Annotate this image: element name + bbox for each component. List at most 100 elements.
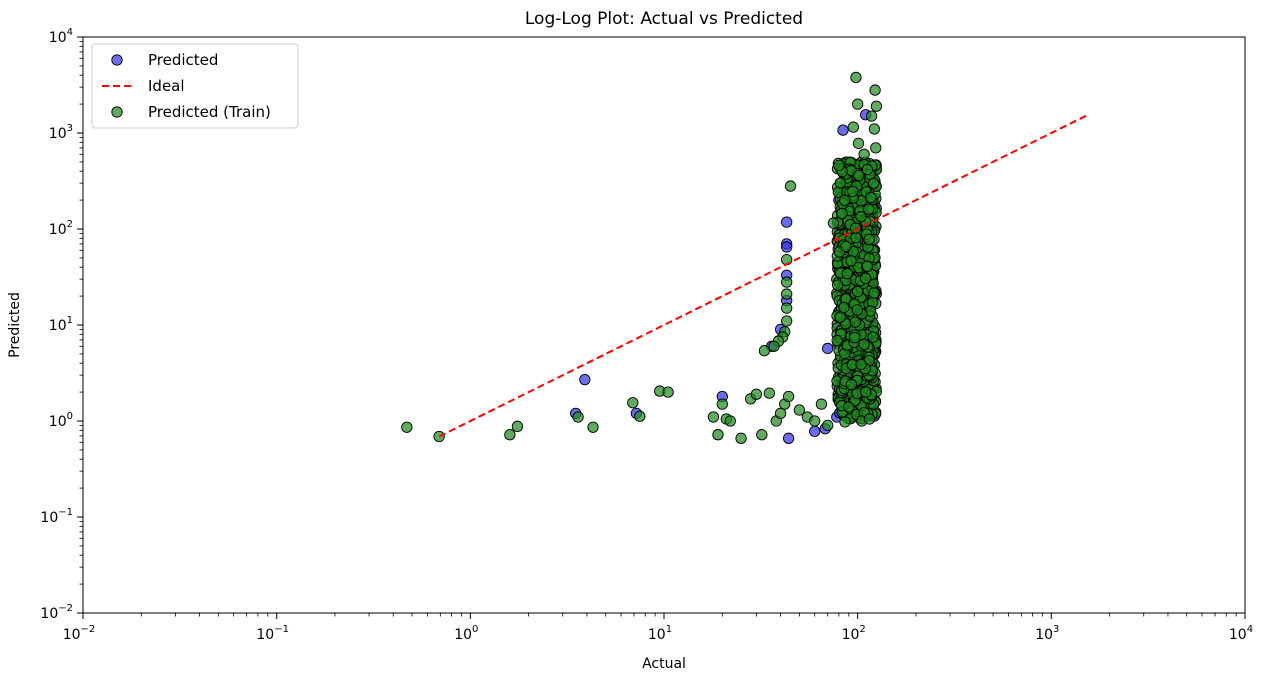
y-tick-label: 103	[49, 123, 73, 142]
train-point	[845, 255, 857, 267]
x-tick-label: 104	[1229, 624, 1253, 643]
train-point	[833, 159, 845, 172]
y-tick-label: 100	[49, 411, 73, 430]
train-point	[832, 279, 844, 291]
train-point	[401, 421, 413, 433]
train-point	[841, 268, 853, 280]
train-point	[863, 233, 875, 246]
train-point	[781, 288, 793, 300]
train-point	[851, 285, 864, 298]
y-axis-label: Predicted	[7, 292, 23, 358]
train-point	[858, 338, 870, 351]
train-point	[756, 429, 768, 441]
train-point	[781, 315, 793, 327]
predicted-point	[579, 373, 591, 386]
legend-label: Predicted (Train)	[148, 103, 271, 121]
ideal-line	[438, 113, 1089, 438]
train-point	[511, 420, 524, 432]
train-point	[758, 345, 771, 357]
train-point	[587, 421, 599, 433]
train-point	[851, 304, 863, 316]
train-point	[784, 180, 797, 192]
train-point	[627, 397, 639, 409]
legend-box	[91, 43, 299, 129]
x-axis-label: Actual	[642, 656, 686, 672]
predicted-point	[781, 216, 793, 228]
train-point	[868, 177, 880, 189]
train-point	[735, 432, 747, 444]
train-point	[839, 194, 851, 206]
legend: Predicted Ideal Predicted (Train)	[91, 43, 299, 129]
train-point	[763, 387, 776, 399]
chart-title: Log-Log Plot: Actual vs Predicted	[525, 9, 803, 29]
train-point	[834, 311, 846, 323]
train-point	[838, 301, 850, 314]
train-point	[831, 334, 843, 347]
train-point	[867, 331, 879, 343]
train-point	[839, 416, 851, 428]
train-point	[750, 388, 763, 400]
x-tick-label: 102	[842, 624, 866, 643]
x-tick-label: 101	[648, 624, 672, 643]
train-point	[865, 110, 878, 122]
train-point	[781, 276, 793, 288]
train-point	[865, 191, 877, 204]
predicted-point	[822, 342, 834, 355]
train-point	[870, 100, 883, 112]
y-tick-label: 10−2	[40, 603, 73, 622]
train-point	[868, 287, 880, 299]
train-point	[504, 429, 516, 441]
train-point	[850, 232, 862, 244]
train-point	[870, 142, 882, 154]
legend-label: Predicted	[148, 51, 218, 69]
x-tick-label: 10−2	[63, 624, 96, 643]
train-point	[858, 148, 870, 160]
train-point	[774, 407, 787, 420]
train-point	[836, 207, 848, 220]
legend-marker	[111, 54, 123, 66]
y-tick-label: 102	[49, 219, 73, 238]
x-tick-label: 10−1	[256, 624, 289, 643]
train-point	[863, 203, 875, 215]
train-point	[855, 211, 867, 223]
train-point	[853, 169, 865, 182]
train-point	[827, 217, 840, 229]
predicted-point	[781, 241, 793, 253]
train-point	[707, 411, 720, 423]
train-point	[863, 413, 876, 425]
train-point	[868, 123, 881, 135]
predicted-point	[782, 432, 795, 444]
train-point	[793, 404, 806, 416]
y-axis-ticks: 10−2 10−1 100 101 102 103 104	[40, 27, 83, 622]
train-point	[782, 390, 795, 403]
legend-label: Ideal	[148, 77, 185, 95]
plot-area	[401, 71, 1089, 444]
y-tick-label: 10−1	[40, 507, 73, 526]
train-point	[847, 185, 859, 198]
legend-marker	[111, 106, 123, 118]
train-point	[852, 137, 865, 150]
train-point	[849, 316, 861, 328]
train-point	[572, 411, 584, 423]
train-point	[847, 121, 859, 133]
predicted-point	[837, 124, 849, 136]
train-point	[860, 386, 872, 398]
train-point	[850, 71, 862, 83]
x-tick-label: 100	[454, 624, 478, 643]
train-point	[822, 419, 834, 432]
train-point	[869, 84, 881, 96]
train-point	[848, 331, 861, 344]
train-point	[781, 302, 793, 314]
x-tick-label: 103	[1035, 624, 1059, 643]
train-point	[861, 260, 874, 272]
train-point	[840, 240, 852, 253]
train-point	[768, 340, 780, 352]
train-point	[843, 401, 855, 413]
train-point	[809, 415, 821, 427]
predicted-point	[809, 425, 821, 438]
train-point	[834, 177, 846, 189]
y-tick-label: 101	[49, 315, 73, 334]
train-point	[861, 163, 874, 176]
train-point	[860, 272, 872, 284]
train-point	[724, 415, 736, 427]
